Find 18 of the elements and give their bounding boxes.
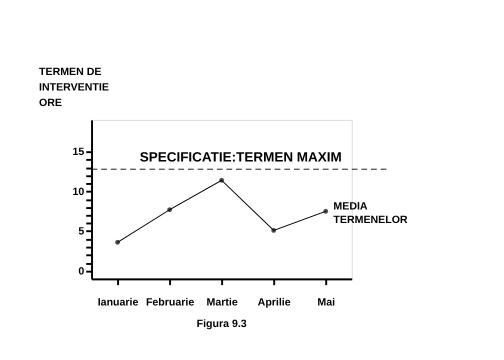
point [115,240,120,245]
point [323,208,328,214]
x-tick-label: Mai [317,296,336,308]
ref-line-label: SPECIFICATIE:TERMEN MAXIM [140,149,342,164]
y-tick-label: 15 [72,146,84,158]
text: Figura 9.3 [196,318,247,330]
point [271,228,276,233]
y-axis-title: TERMEN DE INTERVENTIE ORE [39,66,109,109]
point [167,207,172,212]
series-label: MEDIA TERMENELOR [333,200,408,226]
point [219,178,224,183]
x-tick-label: Februarie [146,296,194,308]
y-tick-label: 5 [78,226,84,238]
x-tick-label: Martie [206,296,238,308]
x-tick-label: Ianuarie [98,296,138,308]
y-tick-label: 0 [78,265,84,278]
y-tick-label: 10 [72,186,84,198]
x-tick-label: Aprilie [258,296,291,308]
